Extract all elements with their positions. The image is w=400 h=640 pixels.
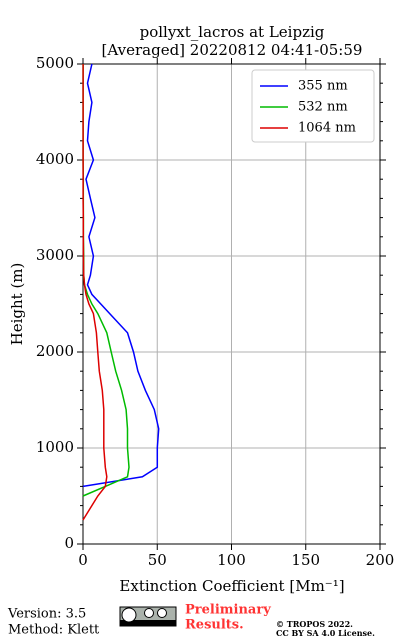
copyright: © TROPOS 2022. <box>276 619 353 629</box>
legend-label: 1064 nm <box>298 121 356 136</box>
copyright: CC BY SA 4.0 License. <box>276 628 375 638</box>
method: Method: Klett <box>8 623 100 638</box>
chart-subtitle: [Averaged] 20220812 04:41-05:59 <box>102 41 363 59</box>
x-tick-label: 0 <box>78 551 88 569</box>
profile-line <box>82 64 130 497</box>
y-tick-label: 4000 <box>36 150 74 168</box>
x-tick-label: 200 <box>366 551 395 569</box>
chart-title: pollyxt_lacros at Leipzig <box>140 23 325 41</box>
plot-frame <box>82 63 381 545</box>
profile-line <box>82 64 108 521</box>
x-axis-label: Extinction Coefficient [Mm⁻¹] <box>119 577 344 595</box>
profile-line <box>82 63 160 488</box>
legend: 355 nm 532 nm 1064 nm <box>251 69 375 143</box>
legend-label: 355 nm <box>298 79 348 94</box>
y-tick-label: 1000 <box>36 438 74 456</box>
legend-label: 532 nm <box>298 100 348 115</box>
preliminary: Results. <box>185 618 244 633</box>
y-tick-label: 5000 <box>36 54 74 72</box>
version: Version: 3.5 <box>7 607 86 622</box>
x-tick-label: 100 <box>217 551 246 569</box>
x-tick-label: 150 <box>291 551 320 569</box>
y-tick-label: 3000 <box>36 246 74 264</box>
y-axis-label: Height (m) <box>8 263 26 346</box>
preliminary: Preliminary <box>185 603 271 618</box>
cc-logo <box>119 606 177 627</box>
y-tick-label: 2000 <box>36 342 74 360</box>
y-tick-label: 0 <box>64 534 74 552</box>
x-tick-label: 50 <box>148 551 167 569</box>
legend-box <box>251 69 375 143</box>
